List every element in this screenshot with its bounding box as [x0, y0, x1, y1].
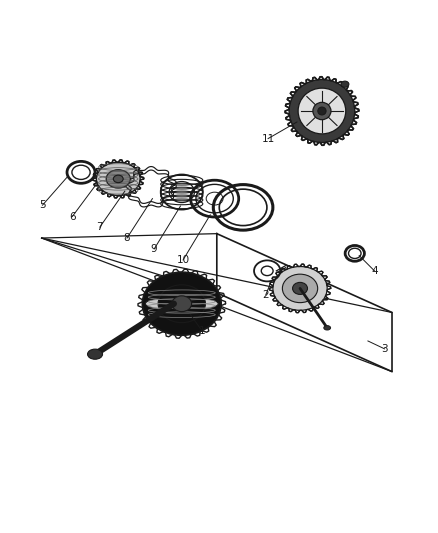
Ellipse shape — [298, 88, 346, 134]
Ellipse shape — [318, 107, 326, 115]
Text: 4: 4 — [371, 266, 378, 276]
Ellipse shape — [313, 102, 331, 120]
Text: 8: 8 — [124, 233, 131, 243]
Text: 11: 11 — [261, 134, 275, 143]
Text: 3: 3 — [381, 344, 388, 354]
Ellipse shape — [172, 296, 191, 312]
Text: 6: 6 — [69, 212, 76, 222]
Text: 7: 7 — [96, 222, 103, 232]
Ellipse shape — [341, 81, 349, 87]
Ellipse shape — [88, 349, 102, 359]
Ellipse shape — [96, 162, 140, 196]
Ellipse shape — [324, 326, 331, 330]
Ellipse shape — [283, 274, 318, 303]
Text: 5: 5 — [39, 200, 46, 210]
Ellipse shape — [289, 79, 355, 142]
Text: 9: 9 — [151, 244, 158, 254]
Text: 10: 10 — [177, 255, 190, 265]
Text: 1: 1 — [199, 326, 206, 336]
Ellipse shape — [145, 297, 218, 311]
Ellipse shape — [293, 282, 307, 294]
Ellipse shape — [106, 169, 131, 188]
Ellipse shape — [113, 175, 123, 183]
Ellipse shape — [158, 285, 205, 322]
Ellipse shape — [142, 272, 221, 335]
Text: 2: 2 — [262, 289, 269, 300]
Ellipse shape — [273, 266, 327, 310]
